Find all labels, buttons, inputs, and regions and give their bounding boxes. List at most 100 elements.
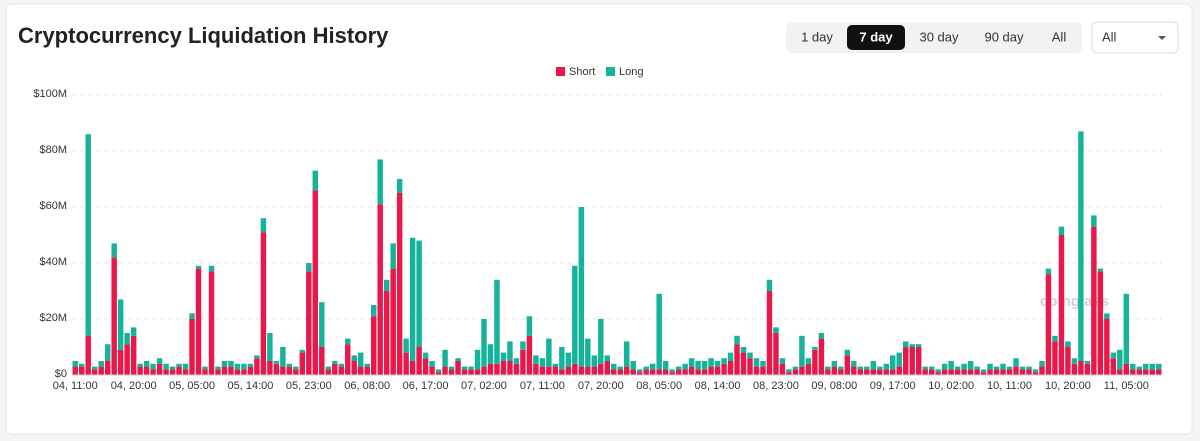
- y-tick-label: $80M: [39, 144, 67, 156]
- bar-segment: [870, 361, 877, 370]
- bar-segment: [624, 341, 630, 367]
- bar-segment: [241, 363, 247, 370]
- dropdown[interactable]: [1091, 21, 1179, 54]
- bar-segment: [864, 369, 870, 375]
- bar-segment: [111, 257, 117, 375]
- bar-segment: [1097, 268, 1104, 272]
- range-button-active[interactable]: [847, 25, 905, 50]
- bar-segment: [124, 333, 130, 345]
- bar-segment: [896, 352, 902, 367]
- bar-segment: [883, 363, 889, 370]
- bar-segment: [779, 358, 786, 364]
- bar-segment: [221, 366, 228, 375]
- bar-segment: [747, 352, 753, 359]
- bar-segment: [208, 271, 215, 375]
- bar-segment: [72, 366, 78, 375]
- bar-segment: [792, 369, 799, 375]
- bar-segment: [1032, 369, 1039, 373]
- legend-label: Long: [619, 66, 643, 78]
- range-button[interactable]: 7 day: [859, 29, 893, 44]
- bar-segment: [189, 319, 195, 375]
- bar-segment: [688, 366, 695, 375]
- bar-segment: [390, 243, 396, 269]
- bar-segment: [539, 358, 546, 367]
- bar-segment: [435, 372, 442, 375]
- bar-segment: [831, 366, 838, 375]
- bar-segment: [533, 355, 539, 364]
- bar-segment: [630, 369, 636, 375]
- bar-segment: [1117, 349, 1123, 370]
- legend-swatch: [556, 67, 565, 76]
- bar-segment: [993, 369, 1000, 375]
- bar-segment: [701, 369, 708, 375]
- bar-segment: [117, 299, 124, 350]
- bar-segment: [805, 363, 812, 375]
- bar-segment: [130, 335, 137, 375]
- bar-segment: [247, 363, 254, 367]
- bar-segment: [195, 265, 202, 269]
- bar-segment: [319, 347, 325, 375]
- bar-segment: [727, 361, 734, 375]
- bar-segment: [156, 358, 163, 364]
- bar-segment: [669, 369, 675, 373]
- bar-segment: [909, 347, 915, 375]
- bar-segment: [1149, 369, 1155, 375]
- bar-segment: [572, 265, 578, 364]
- bar-segment: [137, 363, 143, 367]
- bar-segment: [403, 338, 409, 353]
- bar-segment: [1039, 366, 1045, 375]
- bar-segment: [675, 366, 682, 370]
- bar-segment: [598, 319, 604, 364]
- bar-segment: [1078, 131, 1084, 361]
- bar-segment: [559, 369, 565, 375]
- bar-segment: [396, 193, 403, 375]
- bar-segment: [383, 279, 390, 291]
- bar-segment: [221, 361, 228, 367]
- legend-swatch: [606, 67, 615, 76]
- bar-segment: [1006, 369, 1013, 375]
- bar-segment: [740, 352, 747, 375]
- bar-segment: [351, 361, 357, 375]
- bar-segment: [643, 369, 649, 375]
- bar-segment: [228, 366, 234, 375]
- bar-segment: [598, 363, 604, 375]
- dropdown-label[interactable]: All: [1102, 29, 1117, 44]
- bar-segment: [636, 372, 643, 375]
- bar-segment: [974, 366, 980, 370]
- bar-segment: [260, 218, 267, 233]
- bar-segment: [773, 327, 779, 333]
- range-button[interactable]: All: [1052, 29, 1067, 44]
- x-tick-label: 10, 02:00: [928, 380, 974, 392]
- bar-segment: [1026, 369, 1032, 375]
- range-button[interactable]: 1 day: [801, 29, 833, 44]
- bar-segment: [695, 369, 701, 375]
- bar-segment: [500, 352, 507, 361]
- bar-segment: [591, 355, 598, 367]
- bar-segment: [1065, 341, 1071, 347]
- bar-segment: [948, 361, 954, 370]
- bar-segment: [1110, 352, 1117, 359]
- bar-segment: [312, 170, 319, 191]
- bar-segment: [896, 366, 902, 375]
- bar-segment: [1104, 313, 1110, 319]
- card: [5, 3, 1193, 435]
- bar-segment: [974, 369, 980, 375]
- bar-segment: [928, 366, 935, 370]
- range-button[interactable]: 90 day: [984, 29, 1024, 44]
- bar-segment: [448, 366, 455, 370]
- bar-segment: [928, 369, 935, 375]
- bar-segment: [1143, 363, 1149, 370]
- x-tick-label: 04, 11:00: [53, 380, 98, 392]
- bar-segment: [980, 372, 987, 375]
- bar-segment: [572, 363, 578, 375]
- bar-segment: [234, 369, 241, 375]
- bar-segment: [559, 347, 565, 370]
- bar-segment: [338, 366, 344, 375]
- bar-segment: [176, 363, 182, 367]
- bar-segment: [254, 358, 260, 375]
- bar-segment: [286, 366, 293, 375]
- legend-label: Short: [569, 66, 595, 78]
- bar-segment: [163, 369, 169, 375]
- range-button[interactable]: 30 day: [919, 29, 959, 44]
